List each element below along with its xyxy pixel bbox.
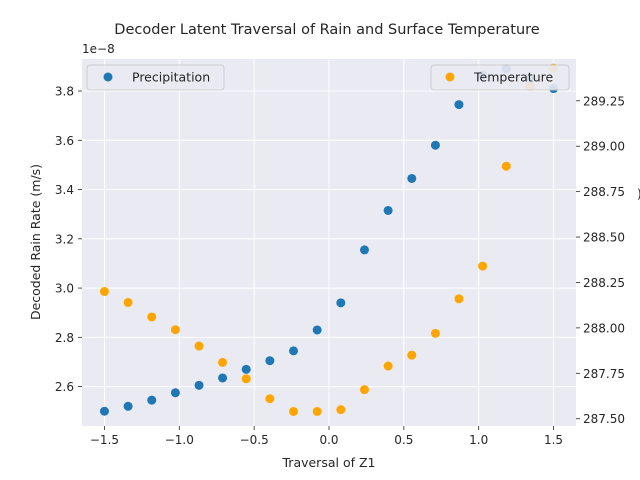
point-precipitation (194, 380, 204, 390)
point-precipitation (265, 356, 275, 366)
point-temperature (383, 361, 393, 371)
x-tick-label: 1.0 (469, 433, 488, 447)
legend-label-temperature: Temperature (473, 70, 553, 85)
right-tick-label: 288.50 (583, 231, 625, 245)
left-axis-label: Decoded Rain Rate (m/s) (28, 164, 43, 320)
point-temperature (430, 328, 440, 338)
x-axis-label: Traversal of Z1 (282, 455, 376, 470)
point-temperature (170, 325, 180, 335)
right-tick-label: 287.50 (583, 412, 625, 426)
x-tick-label: −1.0 (165, 433, 194, 447)
left-tick-label: 3.2 (55, 232, 74, 246)
right-tick-label: 288.25 (583, 276, 625, 290)
left-tick-label: 3.4 (55, 183, 74, 197)
right-tick-label: 289.00 (583, 140, 625, 154)
x-tick-label: 0.5 (394, 433, 413, 447)
point-temperature (336, 405, 346, 415)
point-temperature (241, 374, 251, 384)
point-precipitation (99, 406, 109, 416)
left-tick-label: 2.8 (55, 331, 74, 345)
point-precipitation (218, 373, 228, 383)
legend-marker-temperature (445, 72, 455, 82)
point-temperature (478, 261, 488, 271)
right-tick-label: 289.25 (583, 94, 625, 108)
legend-precipitation: Precipitation (86, 64, 225, 91)
point-precipitation (454, 100, 464, 110)
left-axis-ticks: 2.6 2.8 3.0 3.2 3.4 3.6 3.8 (55, 85, 82, 394)
point-precipitation (170, 388, 180, 398)
left-tick-label: 3.8 (55, 85, 74, 99)
right-axis-ticks: 287.50 287.75 288.00 288.25 288.50 288.75 289.… (576, 94, 625, 426)
left-tick-label: 3.0 (55, 282, 74, 296)
point-precipitation (241, 364, 251, 374)
point-precipitation (123, 401, 133, 411)
x-tick-label: −1.5 (90, 433, 119, 447)
x-tick-label: −0.5 (240, 433, 269, 447)
point-temperature (99, 287, 109, 297)
grid (82, 59, 576, 426)
point-precipitation (289, 346, 299, 356)
right-tick-label: 288.75 (583, 185, 625, 199)
point-temperature (312, 406, 322, 416)
legend-box (430, 64, 570, 91)
x-tick-label: 1.5 (544, 433, 563, 447)
legend-temperature: Temperature (430, 64, 570, 91)
point-precipitation (430, 140, 440, 150)
point-temperature (289, 406, 299, 416)
point-temperature (265, 394, 275, 404)
point-precipitation (359, 245, 369, 255)
point-precipitation (312, 325, 322, 335)
left-tick-label: 2.6 (55, 380, 74, 394)
legend-marker-precipitation (103, 72, 113, 82)
right-tick-label: 287.75 (583, 367, 625, 381)
chart-title: Decoder Latent Traversal of Rain and Sur… (114, 22, 540, 38)
point-temperature (123, 297, 133, 307)
point-temperature (147, 312, 157, 322)
point-temperature (359, 385, 369, 395)
x-axis-ticks: −1.5 −1.0 −0.5 0.0 0.5 1.0 1.5 (90, 426, 563, 447)
left-axis-offset: 1e−8 (82, 42, 115, 56)
left-tick-label: 3.6 (55, 134, 74, 148)
point-precipitation (336, 298, 346, 308)
point-temperature (218, 357, 228, 367)
point-temperature (454, 294, 464, 304)
point-precipitation (147, 395, 157, 405)
legend-box (86, 64, 225, 91)
right-tick-label: 288.00 (583, 321, 625, 335)
legend-label-precipitation: Precipitation (132, 70, 210, 85)
right-axis-label-fragment: ) (637, 187, 640, 201)
point-precipitation (383, 205, 393, 215)
point-temperature (407, 350, 417, 360)
point-temperature (194, 341, 204, 351)
point-temperature (501, 161, 511, 171)
x-tick-label: 0.0 (319, 433, 338, 447)
point-precipitation (407, 173, 417, 183)
